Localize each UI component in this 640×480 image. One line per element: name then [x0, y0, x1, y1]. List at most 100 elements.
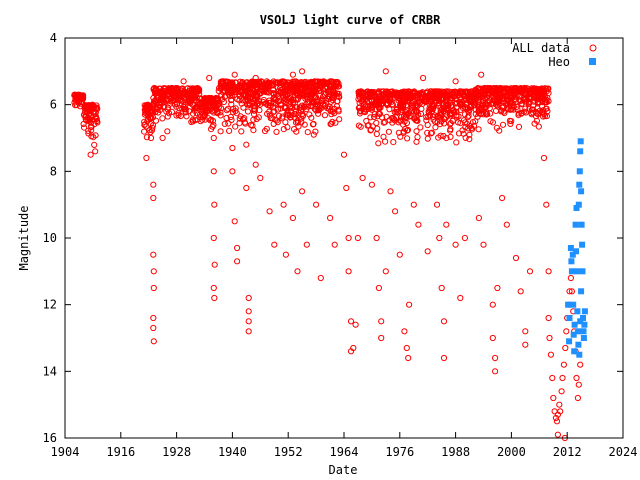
data-point-all: [400, 121, 407, 128]
data-point-all: [378, 334, 385, 342]
data-point-all: [180, 89, 187, 96]
data-point-heo: [568, 268, 575, 275]
data-point-all: [434, 118, 441, 125]
data-point-all: [512, 254, 520, 262]
data-point-all: [143, 154, 150, 162]
data-point-all: [237, 113, 244, 120]
x-tick-label: 2024: [609, 445, 638, 459]
data-point-all: [382, 268, 389, 275]
data-point-all: [217, 128, 224, 135]
data-point-all: [217, 85, 224, 92]
data-point-all: [553, 418, 561, 425]
data-point-all: [228, 101, 235, 108]
data-point-all: [301, 93, 308, 100]
data-point-all: [284, 83, 291, 90]
data-point-all: [222, 93, 229, 100]
data-point-all: [415, 221, 422, 228]
data-point-all: [521, 108, 528, 115]
data-point-all: [315, 107, 323, 114]
data-point-all: [392, 208, 399, 215]
data-point-all: [355, 92, 363, 99]
data-point-all: [350, 344, 357, 352]
data-point-heo: [574, 328, 581, 335]
data-point-all: [371, 113, 378, 121]
data-point-all: [253, 94, 260, 101]
data-point-all: [443, 135, 450, 142]
data-point-all: [403, 344, 410, 352]
data-point-all: [219, 89, 226, 96]
data-point-all: [229, 144, 236, 152]
data-point-all: [237, 78, 244, 85]
data-point-all: [264, 83, 271, 90]
data-point-all: [515, 112, 522, 119]
data-point-all: [435, 113, 442, 120]
data-point-all: [173, 100, 181, 108]
data-point-all: [141, 128, 148, 135]
data-point-all: [289, 78, 296, 85]
x-tick-label: 2012: [553, 445, 582, 459]
data-point-all: [287, 98, 294, 105]
data-point-all: [335, 80, 342, 87]
data-point-all: [461, 234, 468, 242]
data-point-all: [415, 90, 423, 97]
data-point-all: [88, 104, 95, 111]
data-point-all: [435, 91, 442, 98]
data-point-all: [313, 201, 320, 208]
data-point-all: [515, 123, 523, 131]
data-point-all: [356, 104, 363, 111]
data-point-all: [400, 93, 407, 101]
data-point-all: [153, 86, 160, 93]
data-point-all: [299, 188, 306, 195]
data-point-all: [304, 129, 311, 136]
data-point-all: [440, 318, 448, 325]
data-point-all: [417, 124, 424, 131]
y-axis-label: Magnitude: [17, 205, 31, 270]
data-point-all: [271, 241, 278, 248]
data-point-all: [489, 334, 496, 342]
data-point-all: [143, 134, 150, 141]
data-point-all: [249, 122, 256, 129]
data-point-all: [390, 139, 397, 146]
data-point-all: [383, 100, 390, 107]
data-point-all: [495, 98, 502, 106]
data-point-all: [543, 201, 550, 208]
data-point-all: [75, 92, 82, 100]
data-point-all: [283, 80, 290, 88]
data-point-all: [424, 129, 431, 136]
data-point-all: [223, 107, 230, 114]
data-point-all: [251, 107, 258, 114]
data-point-all: [387, 95, 394, 102]
data-point-all: [530, 102, 537, 109]
data-point-all: [474, 89, 481, 97]
data-point-all: [375, 284, 382, 292]
data-point-all: [232, 108, 239, 115]
data-point-all: [218, 92, 225, 99]
data-point-all: [150, 251, 157, 258]
data-point-all: [567, 274, 575, 282]
data-point-all: [426, 107, 433, 114]
data-point-all: [147, 134, 155, 142]
data-point-all: [375, 88, 382, 95]
data-point-all: [250, 116, 257, 123]
data-point-all: [204, 96, 211, 104]
data-point-all: [511, 89, 518, 96]
data-point-all: [556, 401, 563, 408]
data-point-all: [291, 85, 298, 92]
data-point-all: [153, 105, 160, 112]
data-point-all: [517, 288, 524, 295]
data-point-all: [343, 184, 350, 192]
data-point-all: [437, 104, 444, 111]
data-point-all: [485, 89, 493, 97]
series-all-data: [71, 68, 584, 442]
data-point-all: [263, 88, 270, 96]
data-point-all: [354, 234, 361, 242]
data-point-all: [428, 130, 435, 137]
data-point-all: [308, 114, 315, 121]
data-point-all: [263, 125, 270, 132]
data-point-all: [404, 127, 411, 134]
data-point-all: [247, 85, 254, 92]
data-point-all: [254, 100, 261, 107]
legend-marker-all-data: [589, 44, 597, 52]
data-point-all: [275, 106, 282, 113]
data-point-heo: [576, 181, 583, 188]
